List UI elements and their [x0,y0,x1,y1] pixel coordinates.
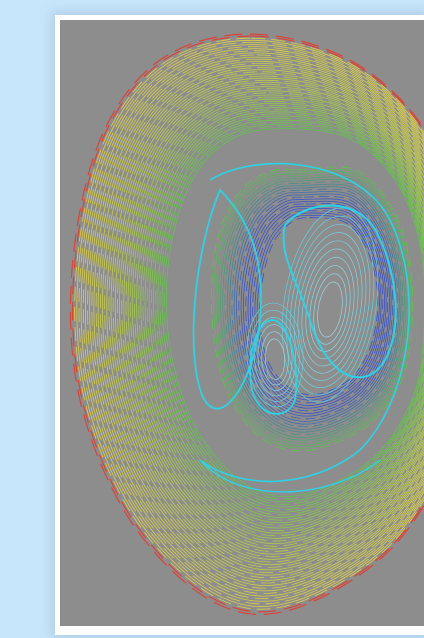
flux-contour-line [247,205,387,409]
separatrix-contours [192,162,410,493]
separatrix-line [192,188,262,410]
flux-contour-line [210,166,414,452]
flux-contour-line [102,65,424,576]
flux-contour-line [153,115,424,513]
flux-contour-line [95,58,424,584]
flux-contour-line [93,56,424,587]
flux-contour-line [104,67,424,573]
island-contour-line [246,302,304,408]
flux-contour-line [117,79,424,558]
flux-contour-line [155,117,424,511]
flux-contour-line [163,126,424,500]
flux-contour-line [121,84,424,552]
flux-contour-line [222,178,405,438]
flux-contour-line [159,121,424,505]
island-contour-line [309,265,351,352]
flux-contour-line [99,62,424,579]
flux-contour-line [80,44,424,602]
flux-contour-line [91,54,424,589]
island-contour-line [257,324,293,391]
flux-contour-line [142,105,424,526]
flux-contour-line [238,196,394,420]
contour-plot-area[interactable] [60,20,424,626]
flux-contour-line [71,35,424,613]
flux-contour-line [242,200,390,414]
flux-contour-line [78,41,424,605]
flux-contour-line [245,203,389,412]
flux-contours-outer [69,33,424,615]
flux-contour-line [76,39,424,607]
flux-contour-line [254,212,382,401]
separatrix-line [199,162,410,483]
separatrix-line [199,459,381,493]
island-contour-line [264,338,286,380]
flux-contour-line [114,77,424,560]
flux-contour-line [119,81,424,555]
flux-contour-line [106,69,424,571]
flux-contours-inner [210,166,414,452]
island-contour-line [261,331,289,386]
separatrix-line [282,204,397,379]
flux-contour-line [85,48,424,597]
flux-contour-line [69,33,424,615]
island-contour-line [285,215,375,396]
flux-contour-line [252,210,384,404]
flux-contour-line [129,92,424,542]
contour-plot [69,33,424,615]
flux-contour-line [144,107,424,524]
flux-contour-line [127,90,424,545]
flux-contour-line [151,113,424,516]
flux-contour-line [97,60,424,581]
flux-contour-line [140,102,424,529]
flux-contour-line [213,168,412,449]
flux-contour-line [161,123,424,503]
flux-contour-line [224,181,404,436]
flux-contour-line [136,98,424,534]
island-contour-line [317,281,343,338]
flux-contour-line [82,46,424,600]
flux-contour-line [217,173,409,444]
flux-contour-line [138,100,424,531]
flux-contour-line [165,128,424,497]
plot-panel [55,15,424,635]
flux-contour-line [146,109,424,521]
island-contour-line [305,256,355,360]
flux-contour-line [231,188,399,428]
flux-contour-line [249,207,385,406]
flux-contour-line [125,88,424,547]
flux-contour-line [157,119,424,508]
separatrix-line [249,319,298,415]
flux-contour-line [134,96,424,537]
flux-contour-line [149,111,424,518]
flux-contour-line [74,37,424,610]
island-contour-line [297,240,363,374]
flux-contour-line [236,193,395,422]
flux-contour-line [112,75,424,563]
island-contour-line [293,232,367,381]
flux-contour-line [123,86,424,550]
island-contour-line [281,207,379,403]
island-contour-line [313,273,347,345]
flux-contour-line [87,50,424,594]
flux-contour-line [215,171,410,446]
island-contour-line [253,317,297,397]
flux-contour-line [131,94,424,539]
island-contour-line [289,224,371,388]
flux-contour-line [110,73,424,566]
flux-contour-line [233,191,397,425]
flux-contour-line [89,52,424,592]
flux-contour-line [108,71,424,568]
